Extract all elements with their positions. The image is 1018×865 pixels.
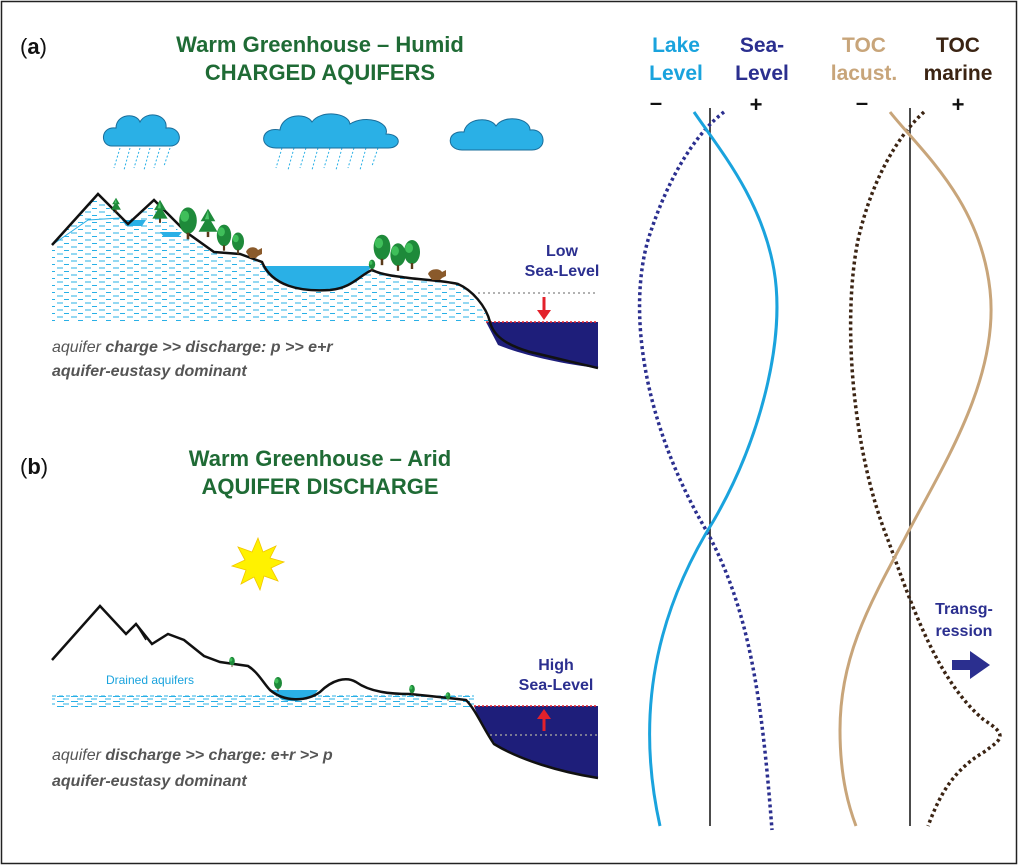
toc-lacustrine-header-line2: lacust. <box>831 62 898 85</box>
panel-a-label: (a) <box>20 34 47 59</box>
sea-level-header-line1: Sea- <box>740 34 784 57</box>
cloud-rain-icon <box>263 113 399 171</box>
arrow-right-icon <box>952 651 990 679</box>
sea-high <box>474 706 598 778</box>
lake <box>262 266 372 291</box>
panel-b-caption-line1: aquifer discharge >> charge: e+r >> p <box>52 747 333 764</box>
sun-icon <box>230 536 286 592</box>
toc-lacustrine-header-line1: TOC <box>842 34 886 57</box>
transgression-label-line2: ression <box>936 623 993 640</box>
lake-sea-plus-sign: + <box>750 92 763 117</box>
cloud-icon <box>449 118 544 151</box>
terrain-arid <box>51 604 599 780</box>
aquifer-drained <box>52 696 474 708</box>
transgression-label-line1: Transg- <box>935 601 993 618</box>
panel-a-caption-line1: aquifer charge >> discharge: p >> e+r <box>52 339 333 356</box>
animal-icon <box>246 247 446 280</box>
toc-marine-header-line2: marine <box>924 62 993 85</box>
panel-b-caption-line2: aquifer-eustasy dominant <box>52 773 247 790</box>
toc-minus-sign: – <box>856 90 868 115</box>
toc-lacustrine-curve <box>838 111 993 827</box>
arrow-down-icon <box>537 297 551 320</box>
toc-marine-header-line1: TOC <box>936 34 980 57</box>
sea-label-high-line1: High <box>538 657 574 674</box>
lake-sea-minus-sign: – <box>650 90 662 115</box>
cloud-rain-icon <box>103 114 180 171</box>
lake-level-header-line2: Level <box>649 62 703 85</box>
sea-level-curve <box>637 110 774 831</box>
panel-b-label: (b) <box>20 454 48 479</box>
aquifer-charged <box>52 196 492 322</box>
arrow-up-icon <box>537 709 551 731</box>
sea-label-low-line1: Low <box>546 243 579 260</box>
panel-a-title-line2: CHARGED AQUIFERS <box>205 60 435 85</box>
lake-level-curve <box>648 111 779 827</box>
sea-level-header-line2: Level <box>735 62 789 85</box>
panel-a-caption-line2: aquifer-eustasy dominant <box>52 363 247 380</box>
panel-a-title-line1: Warm Greenhouse – Humid <box>176 32 464 57</box>
sea-low <box>486 322 598 368</box>
toc-plus-sign: + <box>952 92 965 117</box>
panel-b-title-line2: AQUIFER DISCHARGE <box>201 474 438 499</box>
toc-marine-curve <box>848 110 1002 827</box>
sea-label-low-line2: Sea-Level <box>525 263 600 280</box>
terrain-humid <box>51 192 599 370</box>
lake-level-header-line1: Lake <box>652 34 700 57</box>
panel-b-title-line1: Warm Greenhouse – Arid <box>189 446 451 471</box>
sea-label-high-line2: Sea-Level <box>519 677 594 694</box>
drained-aquifers-label: Drained aquifers <box>106 673 194 687</box>
